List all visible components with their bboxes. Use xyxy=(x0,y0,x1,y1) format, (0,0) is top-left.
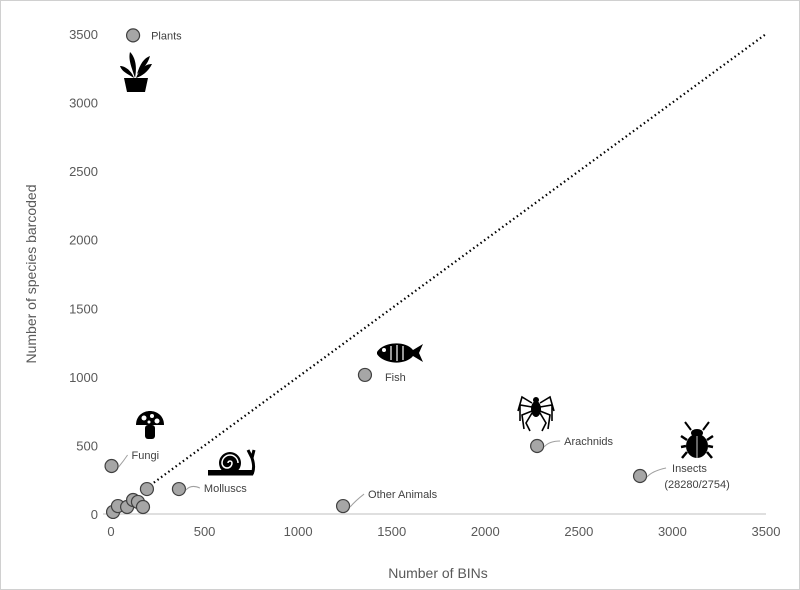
y-tick-label: 2000 xyxy=(69,233,98,248)
data-point xyxy=(139,481,155,497)
data-point xyxy=(104,458,119,474)
y-tick-label: 1000 xyxy=(69,370,98,385)
x-tick-label: 2000 xyxy=(471,524,500,539)
y-tick-label: 0 xyxy=(91,507,98,522)
leader-line xyxy=(349,493,365,508)
point-label: Fish xyxy=(385,372,406,384)
point-label: Molluscs xyxy=(204,483,247,495)
data-point xyxy=(135,499,151,515)
beetle-icon xyxy=(680,421,714,459)
snail-icon xyxy=(208,449,256,476)
mushroom-icon xyxy=(136,411,164,439)
data-point xyxy=(171,481,187,497)
y-tick-label: 3500 xyxy=(69,27,98,42)
x-axis-label: Number of BINs xyxy=(388,565,488,581)
data-point xyxy=(632,468,648,484)
data-point xyxy=(125,28,141,43)
data-point xyxy=(530,438,545,454)
x-tick-label: 0 xyxy=(107,524,114,539)
leader-line xyxy=(118,454,128,468)
reference-line xyxy=(145,33,767,489)
point-label: Other Animals xyxy=(368,489,438,501)
x-tick-label: 1000 xyxy=(284,524,313,539)
plant-icon xyxy=(120,52,152,92)
x-tick-label: 500 xyxy=(194,524,216,539)
x-tick-label: 3500 xyxy=(752,524,781,539)
spider-icon xyxy=(517,395,555,432)
y-tick-label: 1500 xyxy=(69,301,98,316)
point-sublabel: (28280/2754) xyxy=(664,479,729,491)
y-tick-label: 3000 xyxy=(69,96,98,111)
data-point xyxy=(335,498,351,514)
y-tick-label: 500 xyxy=(76,438,98,453)
y-axis-label: Number of species barcoded xyxy=(23,185,39,364)
x-tick-label: 1500 xyxy=(377,524,406,539)
leader-line xyxy=(543,440,561,448)
x-tick-label: 3000 xyxy=(658,524,687,539)
point-label: Arachnids xyxy=(564,436,613,448)
fish-icon xyxy=(377,343,423,363)
y-tick-label: 2500 xyxy=(69,164,98,179)
point-label: Plants xyxy=(151,30,182,42)
point-label: Insects xyxy=(672,463,707,475)
point-label: Fungi xyxy=(132,450,160,462)
leader-line xyxy=(646,467,667,478)
leader-line xyxy=(185,485,201,491)
x-tick-label: 2500 xyxy=(564,524,593,539)
data-point xyxy=(357,367,373,383)
